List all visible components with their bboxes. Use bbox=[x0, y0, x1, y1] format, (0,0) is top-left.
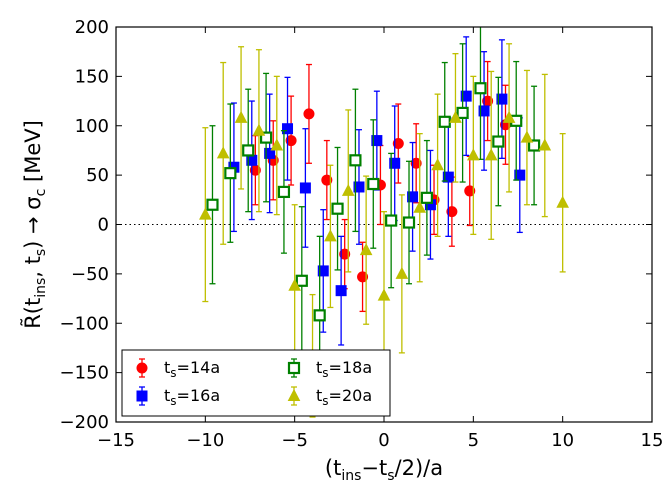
data-point bbox=[514, 169, 526, 181]
data-point bbox=[413, 200, 427, 213]
data-point bbox=[407, 191, 419, 203]
legend-label: ts=20a bbox=[316, 386, 372, 408]
y-tick-label: −50 bbox=[71, 264, 109, 285]
legend-marker bbox=[136, 390, 148, 402]
data-point bbox=[395, 266, 409, 279]
x-tick-label: 15 bbox=[641, 430, 664, 451]
data-point bbox=[460, 90, 472, 102]
y-axis-label: R̃(tins, ts) → σc [MeV] bbox=[20, 120, 49, 329]
data-point bbox=[331, 202, 344, 215]
data-point bbox=[389, 157, 401, 169]
data-point bbox=[377, 288, 391, 301]
data-point bbox=[264, 147, 276, 159]
y-tick-label: 50 bbox=[86, 165, 109, 186]
data-point bbox=[299, 182, 311, 194]
x-tick-label: 0 bbox=[378, 430, 389, 451]
data-point bbox=[467, 148, 480, 161]
series-t-s-20a bbox=[199, 43, 569, 418]
x-tick-label: 10 bbox=[551, 430, 574, 451]
legend-marker bbox=[136, 362, 148, 374]
data-point bbox=[282, 123, 294, 135]
axis-tick-labels: −15 −10 −5 0 5 10 15−200−150−100−5005010015020… bbox=[60, 17, 664, 451]
data-point bbox=[371, 135, 383, 147]
data-point bbox=[484, 148, 498, 161]
legend-item: ts=14a bbox=[136, 358, 220, 380]
data-point bbox=[259, 131, 273, 144]
legend-label: ts=18a bbox=[316, 358, 372, 380]
x-tick-label: 5 bbox=[468, 430, 479, 451]
data-point bbox=[431, 158, 444, 171]
data-point bbox=[288, 278, 301, 291]
data-point bbox=[367, 177, 380, 191]
data-point bbox=[252, 123, 266, 136]
x-tick-label: −15 bbox=[97, 430, 135, 451]
data-point bbox=[392, 138, 404, 150]
data-point bbox=[492, 135, 505, 148]
y-tick-label: −200 bbox=[60, 412, 109, 433]
data-point bbox=[446, 206, 458, 218]
data-point bbox=[277, 185, 291, 199]
legend-marker bbox=[287, 388, 301, 401]
axis-ticks bbox=[115, 26, 653, 423]
y-tick-label: 100 bbox=[75, 116, 109, 137]
data-point bbox=[502, 110, 516, 123]
data-point bbox=[527, 139, 541, 152]
legend-label: ts=16a bbox=[164, 386, 220, 408]
data-point bbox=[317, 265, 329, 277]
data-point bbox=[313, 309, 326, 322]
legend-marker bbox=[287, 361, 301, 375]
data-point bbox=[339, 248, 351, 260]
legend-item: ts=18a bbox=[287, 358, 372, 380]
data-point bbox=[410, 157, 422, 169]
data-point bbox=[520, 130, 534, 143]
data-point bbox=[359, 243, 373, 256]
data-point bbox=[385, 214, 398, 227]
data-point bbox=[464, 185, 476, 197]
data-point bbox=[321, 174, 333, 186]
data-point bbox=[538, 138, 552, 151]
y-tick-label: −100 bbox=[60, 313, 109, 334]
data-point bbox=[341, 183, 355, 196]
data-point bbox=[224, 167, 237, 180]
data-point bbox=[206, 198, 219, 211]
y-tick-label: 0 bbox=[98, 215, 109, 236]
data-series-layer bbox=[199, 27, 569, 418]
data-point bbox=[420, 191, 433, 204]
data-point bbox=[438, 115, 451, 128]
data-point bbox=[242, 144, 255, 157]
data-point bbox=[442, 171, 454, 183]
x-axis-label: (tins−ts/2)/a bbox=[325, 456, 443, 484]
y-tick-label: −150 bbox=[60, 363, 109, 384]
legend: ts=14a ts=16a ts=18a ts=20a bbox=[121, 349, 391, 417]
data-point bbox=[402, 216, 416, 229]
data-point bbox=[216, 146, 230, 159]
legend-label: ts=14a bbox=[164, 358, 220, 380]
data-point bbox=[449, 110, 462, 123]
y-tick-label: 200 bbox=[75, 17, 109, 38]
legend-box bbox=[121, 349, 391, 417]
data-point bbox=[357, 271, 369, 283]
data-point bbox=[270, 138, 284, 151]
y-tick-label: 150 bbox=[75, 66, 109, 87]
data-point bbox=[349, 154, 362, 167]
data-point bbox=[474, 82, 487, 95]
data-point bbox=[478, 105, 490, 117]
data-point bbox=[556, 195, 569, 208]
series-t-s-18a bbox=[206, 27, 541, 396]
legend-item: ts=16a bbox=[136, 386, 220, 408]
x-tick-label: −10 bbox=[186, 430, 224, 451]
data-point bbox=[496, 93, 508, 105]
data-point bbox=[199, 207, 212, 220]
x-tick-label: −5 bbox=[281, 430, 308, 451]
data-point bbox=[285, 135, 297, 147]
legend-item: ts=20a bbox=[287, 386, 372, 408]
data-point bbox=[303, 108, 315, 120]
data-point bbox=[353, 181, 365, 193]
data-point bbox=[324, 229, 337, 242]
data-point bbox=[456, 106, 469, 120]
data-point bbox=[335, 285, 347, 297]
data-point bbox=[234, 110, 248, 123]
data-point bbox=[295, 274, 308, 287]
